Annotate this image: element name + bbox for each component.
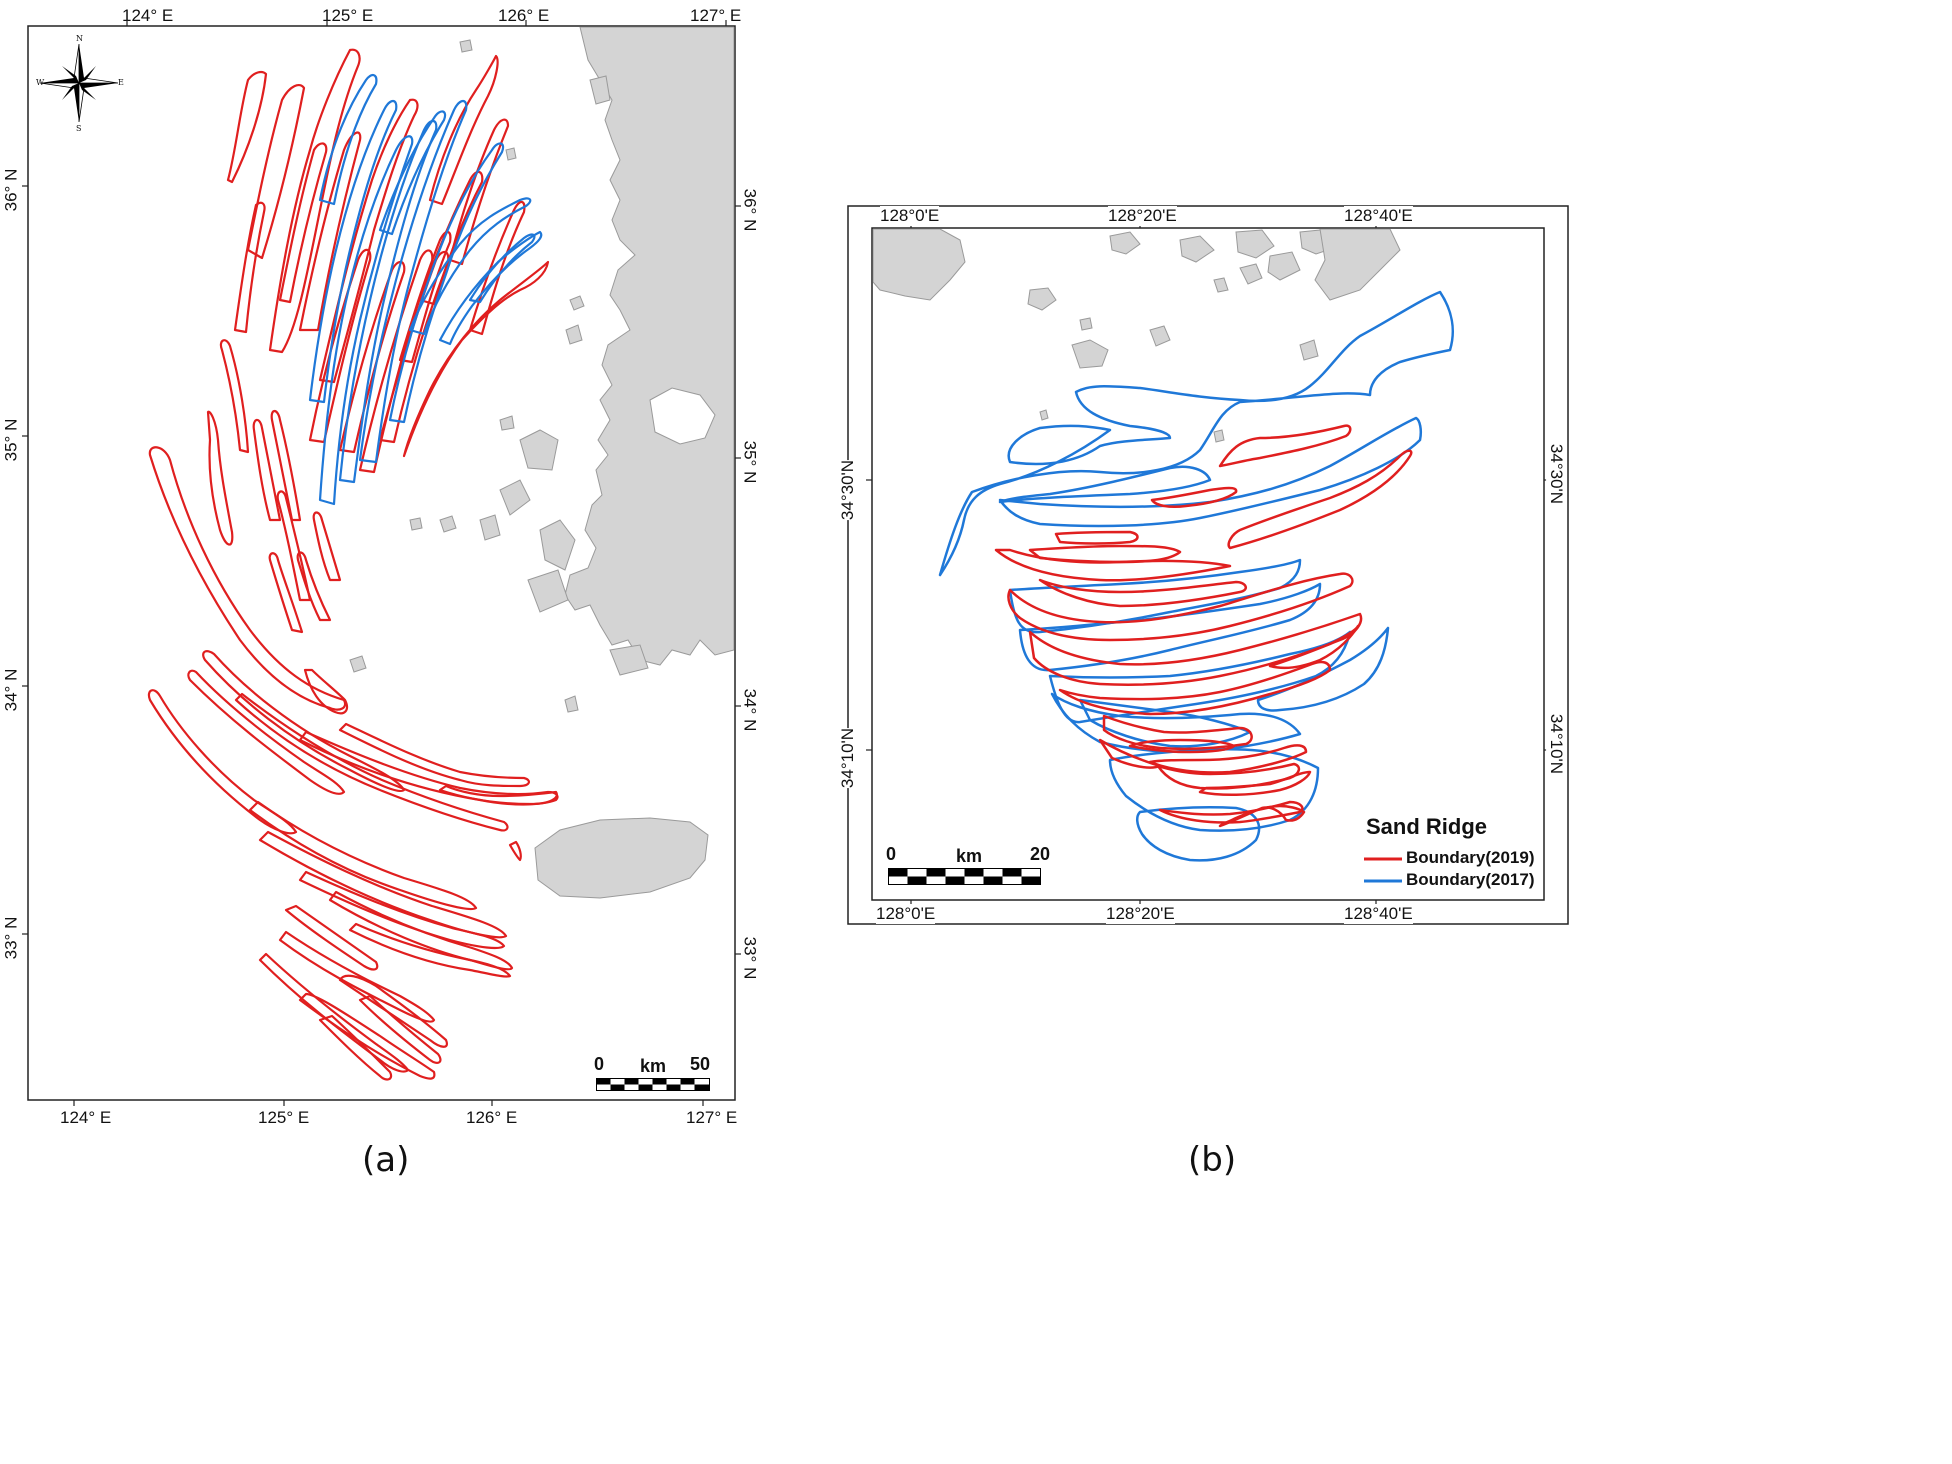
panel-a: 124° E 125° E 126° E 127° E 124° E 125° … [0,0,960,1464]
island [564,695,579,713]
left-lat-label-b1: 34°30'N [838,459,859,521]
top-lon-label-b1: 128°0'E [880,206,940,226]
bottom-lon-label: 127° E [686,1108,738,1127]
island [589,75,611,105]
jeju-island [534,817,709,899]
compass-north-label: N [76,34,83,43]
ridges-2017-b [938,290,1454,862]
compass-south-label: S [76,124,82,133]
caption-b: (b) [1188,1140,1237,1180]
land-layer-a [349,27,734,899]
island [539,519,576,571]
compass-west-label: W [36,78,45,87]
bottom-lon-label: 124° E [60,1108,112,1127]
left-lat-label-b2: 34°10'N [838,727,859,789]
island [569,295,585,311]
scale-unit-a: km [640,1056,667,1076]
island [439,515,457,533]
island [519,429,559,471]
island [409,517,423,531]
island [527,569,569,613]
lake-inland [649,387,716,445]
bottom-lon-label-b1: 128°0'E [876,904,936,924]
bottom-lon-label-b3: 128°40'E [1344,904,1413,924]
legend-title: Sand Ridge [1366,814,1488,839]
island [479,514,501,541]
scale-bar-a [596,1078,710,1091]
scale-end-b: 20 [1030,844,1051,864]
compass-rose: N S E W [36,34,124,133]
scale-end-a: 50 [690,1054,711,1074]
island [459,39,473,53]
land-layer-b [873,229,1401,443]
scale-bar-b [888,868,1041,885]
bottom-lon-label: 125° E [258,1108,310,1127]
island [565,324,583,345]
top-lon-label: 126° E [498,6,550,25]
top-lon-label-b3: 128°40'E [1344,206,1413,226]
mainland-korea [564,27,734,666]
right-lat-label-b2: 34°10'N [1546,713,1567,775]
ridges-2017-a [308,74,543,506]
top-lon-label: 125° E [322,6,374,25]
island [349,655,367,673]
legend-swatch-2017 [1364,879,1402,883]
sand-ridges-a [147,48,559,1081]
legend-label-2019: Boundary(2019) [1406,848,1535,867]
island [499,479,531,516]
island [609,644,649,676]
top-lon-label: 127° E [690,6,742,25]
legend-b: Sand Ridge Boundary(2019) Boundary(2017) [1360,812,1540,892]
right-lat-label-b1: 34°30'N [1546,443,1567,505]
island [499,415,515,431]
top-lon-label-b2: 128°20'E [1108,206,1177,226]
scale-unit-b: km [956,846,983,866]
compass-rose-icon [39,43,119,123]
bottom-lon-label-b2: 128°20'E [1106,904,1175,924]
bottom-lon-label: 126° E [466,1108,518,1127]
legend-swatch-2019 [1364,857,1402,861]
ridges-2019-b [994,424,1413,828]
compass-east-label: E [118,78,124,87]
top-lon-label: 124° E [122,6,174,25]
legend-label-2017: Boundary(2017) [1406,870,1535,889]
map-a-frame [22,20,741,1106]
scale-start-b: 0 [886,844,897,864]
island [505,147,517,161]
caption-a: (a) [362,1140,410,1180]
scale-start-a: 0 [594,1054,605,1074]
